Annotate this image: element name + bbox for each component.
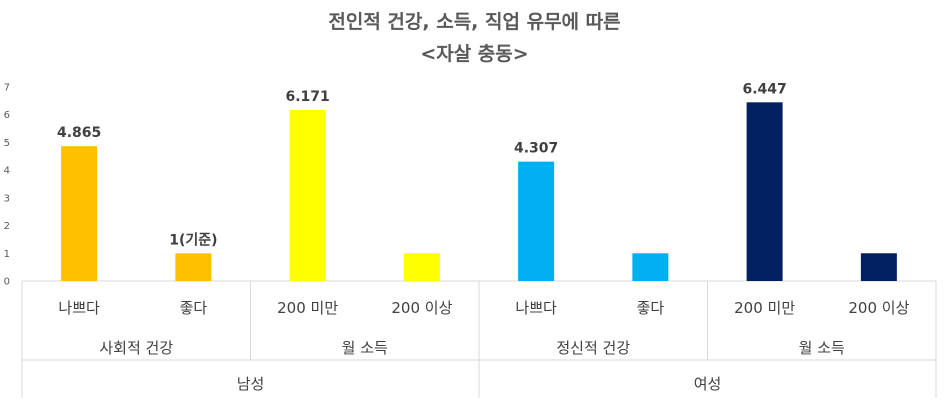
axes: 0 1 2 3 4 5 6 7 xyxy=(4,83,937,398)
bar xyxy=(61,146,98,281)
data-label: 4.307 xyxy=(514,141,558,157)
bar xyxy=(632,253,669,281)
x-subgroup-label: 월 소득 xyxy=(342,339,388,357)
x-category-label: 200 이상 xyxy=(848,299,909,317)
bar xyxy=(403,253,440,281)
data-label: 4.865 xyxy=(57,125,101,141)
x-subgroup-label: 월 소득 xyxy=(799,339,845,357)
data-label: 1(기준) xyxy=(169,232,217,248)
chart-title: 전인적 건강, 소득, 직업 유무에 따른 <자살 충동> xyxy=(0,6,949,70)
y-tick-label: 2 xyxy=(4,221,10,232)
chart-title-line2: <자살 충동> xyxy=(420,43,529,65)
chart-title-line1: 전인적 건강, 소득, 직업 유무에 따른 xyxy=(328,11,621,33)
x-category-label: 나쁘다 xyxy=(515,299,557,317)
y-tick-label: 4 xyxy=(4,166,10,177)
labels: 4.865 나쁘다 1(기준) 좋다 6.171 200 미만 200 이상 4.307 나쁘다… xyxy=(57,81,910,393)
y-tick-label: 6 xyxy=(4,110,10,121)
bar xyxy=(746,102,783,282)
x-category-label: 200 미만 xyxy=(277,299,338,317)
bar xyxy=(289,109,326,281)
y-tick-label: 1 xyxy=(4,249,10,260)
y-tick-label: 5 xyxy=(4,138,10,149)
bar xyxy=(175,253,212,281)
y-tick-label: 3 xyxy=(4,193,10,204)
y-tick-label: 0 xyxy=(4,277,10,288)
x-category-label: 200 이상 xyxy=(391,299,452,317)
bars xyxy=(61,102,897,282)
x-category-label: 200 미만 xyxy=(734,299,795,317)
bar xyxy=(518,161,555,281)
x-category-label: 좋다 xyxy=(637,299,665,317)
x-subgroup-label: 사회적 건강 xyxy=(99,339,173,357)
y-tick-label: 7 xyxy=(4,83,10,94)
x-category-label: 나쁘다 xyxy=(58,299,100,317)
x-subgroup-label: 정신적 건강 xyxy=(556,339,630,357)
data-label: 6.171 xyxy=(285,89,329,105)
x-group-label: 여성 xyxy=(694,375,722,393)
data-label: 6.447 xyxy=(742,81,786,97)
x-category-label: 좋다 xyxy=(180,299,208,317)
x-group-label: 남성 xyxy=(237,375,265,393)
bar xyxy=(860,253,897,281)
